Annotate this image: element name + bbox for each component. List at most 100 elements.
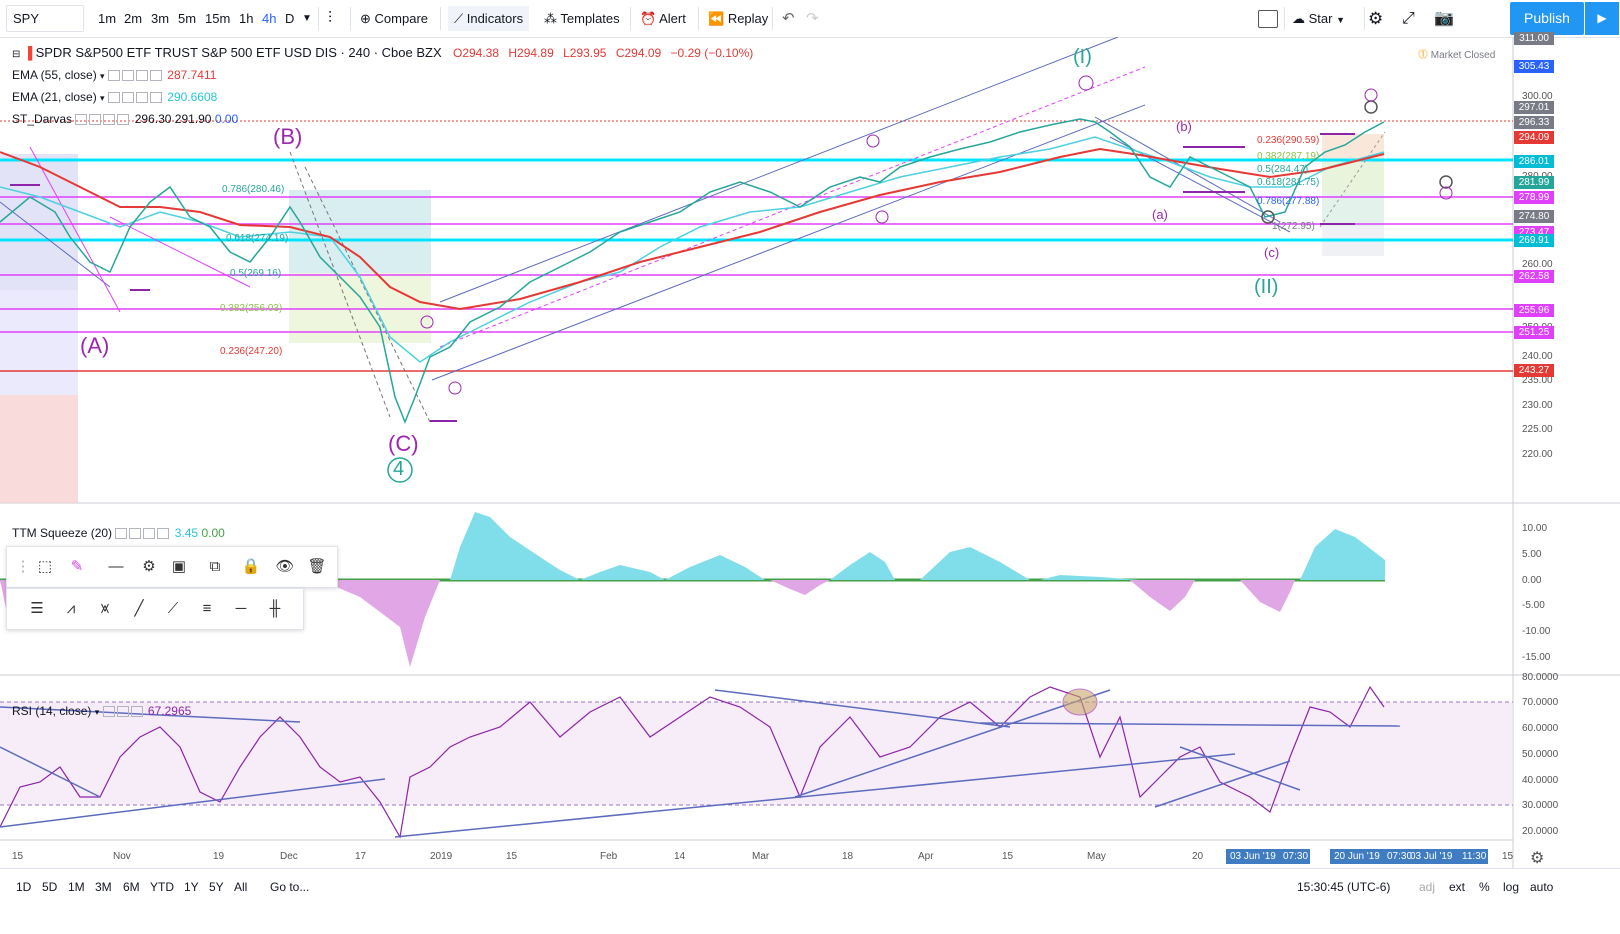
interval-5m[interactable]: 5m	[178, 11, 197, 26]
symbol-search[interactable]: SPY	[6, 5, 84, 32]
indicators-icon: ⟋	[454, 11, 464, 26]
chart-canvas[interactable]	[0, 37, 1620, 868]
line-style-icon[interactable]: —	[108, 558, 124, 575]
alert-button[interactable]: ⏰ Alert	[640, 11, 686, 26]
eye-icon[interactable]: 👁	[275, 558, 295, 575]
log-toggle[interactable]: log	[1503, 880, 1520, 894]
settings-gear-icon[interactable]: ⚙	[1530, 850, 1545, 867]
fib-label: 0.618(281.75)	[1257, 177, 1320, 188]
time-tick: May	[1087, 851, 1106, 862]
templates-button[interactable]: ⁂ Templates	[544, 11, 620, 26]
ema55-legend[interactable]: EMA (55, close) ▾ 287.7411	[12, 68, 217, 82]
time-tick: 2019	[430, 851, 453, 862]
range-all[interactable]: All	[234, 880, 248, 894]
settings-gear-icon[interactable]: ⚙	[1368, 9, 1384, 28]
collapse-icon[interactable]: ⊟	[12, 49, 21, 60]
selection-icon[interactable]: ⬚	[37, 558, 53, 575]
clone-icon[interactable]: ⧉	[209, 558, 221, 575]
price-label: 278.99	[1514, 191, 1554, 204]
pencil-color-icon[interactable]: ✎	[70, 558, 84, 575]
price-label: 262.58	[1514, 270, 1554, 283]
wave-label-4: 4	[393, 458, 405, 480]
interval-dropdown-icon[interactable]: ▼	[302, 13, 312, 24]
parallel-channel-icon[interactable]: ☰	[30, 600, 44, 617]
abc-wave-icon[interactable]: ⩙	[100, 600, 110, 617]
candle-style-icon[interactable]: ⫶	[328, 10, 333, 27]
ttm-tick: -5.00	[1522, 600, 1545, 611]
warning-icon: ⓵	[1418, 50, 1428, 61]
time-tick: Dec	[280, 851, 298, 862]
interval-2m[interactable]: 2m	[124, 11, 143, 26]
chart-legend: ⊟ ▐ SPDR S&P500 ETF TRUST S&P 500 ETF US…	[12, 45, 753, 60]
time-tick: 07:30	[1387, 851, 1413, 862]
plus-circle-icon: ⊕	[360, 11, 371, 26]
range-1m[interactable]: 1M	[68, 880, 85, 894]
auto-toggle[interactable]: auto	[1530, 880, 1554, 894]
ohlc-open: O294.38	[452, 46, 500, 60]
lock-icon[interactable]: 🔒	[241, 558, 261, 575]
redo-icon[interactable]: ↷	[806, 10, 819, 27]
compare-button[interactable]: ⊕ Compare	[360, 11, 428, 26]
price-label: 274.80	[1514, 210, 1554, 223]
darvas-legend[interactable]: ST_Darvas 296.30 291.90 0.00	[12, 112, 239, 126]
adj-toggle[interactable]: adj	[1419, 880, 1436, 894]
ray-line-icon[interactable]: ⟋	[167, 600, 179, 617]
publish-button[interactable]: Publish	[1510, 2, 1584, 35]
rsi-legend[interactable]: RSI (14, close) ▾ 67.2965	[12, 704, 192, 718]
fib-label: 0.5(269.16)	[230, 268, 282, 279]
fib-label: 1(272.95)	[1272, 221, 1315, 232]
wave-label-C: (C)	[388, 431, 419, 456]
templates-icon: ⁂	[544, 11, 557, 26]
fullscreen-icon[interactable]: ⤢	[1402, 10, 1415, 27]
time-tick: Nov	[113, 851, 131, 862]
range-5d[interactable]: 5D	[42, 880, 58, 894]
interval-3m[interactable]: 3m	[151, 11, 170, 26]
fib-retracement-icon[interactable]: ≡	[202, 600, 212, 617]
goto-button[interactable]: Go to...	[270, 880, 310, 894]
ttm-tick: 5.00	[1522, 549, 1542, 560]
fullscreen-layout-icon[interactable]	[1258, 10, 1278, 28]
ema21-legend[interactable]: EMA (21, close) ▾ 290.6608	[12, 90, 218, 104]
rsi-tick: 80.0000	[1522, 672, 1559, 683]
interval-15m[interactable]: 15m	[205, 11, 231, 26]
trash-icon[interactable]: 🗑	[307, 558, 327, 575]
elliott-wave-icon[interactable]: ⩘	[66, 600, 76, 617]
percent-toggle[interactable]: %	[1479, 880, 1490, 894]
ttm-legend[interactable]: TTM Squeeze (20) 3.45 0.00	[12, 526, 225, 540]
ema55-value: 287.7411	[167, 68, 217, 82]
measure-icon[interactable]: ╫	[269, 600, 281, 617]
template-icon[interactable]: ▣	[171, 558, 187, 575]
interval-1h[interactable]: 1h	[239, 11, 254, 26]
clock[interactable]: 15:30:45 (UTC-6)	[1297, 880, 1391, 894]
interval-4h[interactable]: 4h	[262, 11, 277, 26]
range-1d[interactable]: 1D	[16, 880, 32, 894]
camera-snapshot-icon[interactable]: 📷	[1434, 10, 1454, 27]
alarm-clock-icon: ⏰	[640, 11, 657, 26]
interval-1m[interactable]: 1m	[98, 11, 117, 26]
ext-toggle[interactable]: ext	[1449, 880, 1466, 894]
time-tick: 03 Jun '19	[1230, 851, 1276, 862]
rsi-tick: 70.0000	[1522, 697, 1559, 708]
range-3m[interactable]: 3M	[95, 880, 112, 894]
rewind-icon: ⏪	[708, 11, 725, 26]
drag-handle-icon[interactable]: ⋮	[15, 558, 31, 575]
range-5y[interactable]: 5Y	[209, 880, 224, 894]
undo-icon[interactable]: ↶	[782, 10, 795, 27]
gear-icon[interactable]: ⚙	[142, 558, 156, 575]
fib-label: 0.382(256.03)	[220, 303, 283, 314]
chevron-down-icon: ▾	[94, 707, 100, 717]
trend-line-icon[interactable]: ╱	[134, 600, 144, 617]
star-cloud-button[interactable]: ☁ Star ▼	[1292, 11, 1346, 26]
interval-d[interactable]: D	[285, 11, 295, 26]
time-tick: 15	[1502, 851, 1514, 862]
horizontal-ray-icon[interactable]: ─	[235, 600, 247, 617]
range-6m[interactable]: 6M	[123, 880, 140, 894]
wave-label-B: (B)	[273, 124, 303, 149]
indicators-button[interactable]: ⟋ Indicators	[448, 6, 530, 31]
range-1y[interactable]: 1Y	[184, 880, 199, 894]
range-ytd[interactable]: YTD	[150, 880, 174, 894]
play-arrow-icon[interactable]: ▶	[1585, 2, 1619, 35]
replay-button[interactable]: ⏪ Replay	[708, 11, 769, 26]
price-label: 243.27	[1514, 364, 1554, 377]
wave-label-b: (b)	[1176, 119, 1192, 134]
